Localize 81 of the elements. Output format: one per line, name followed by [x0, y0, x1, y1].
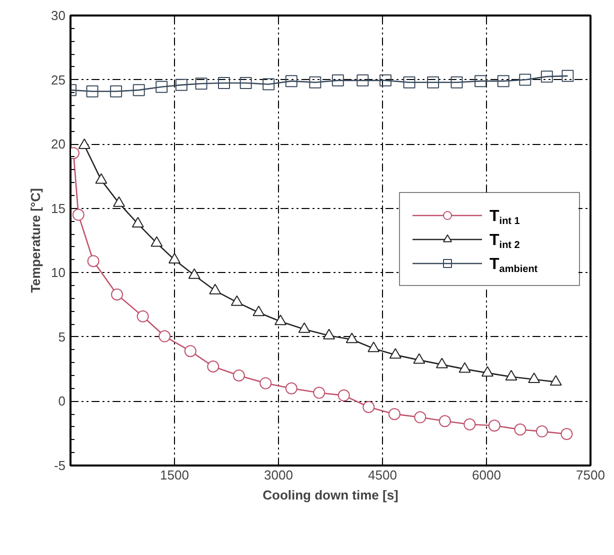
point [528, 372, 540, 384]
point [562, 70, 574, 82]
point [298, 322, 310, 333]
x-axis-title: Cooling down time [s] [262, 488, 398, 502]
point [560, 428, 573, 440]
x-tick-label: 1500 [160, 468, 189, 482]
point [158, 330, 171, 342]
point [274, 314, 287, 326]
point [113, 196, 126, 207]
point [332, 74, 344, 86]
point [540, 70, 553, 83]
point [464, 418, 476, 430]
point [184, 345, 196, 358]
point [403, 76, 416, 88]
point [427, 76, 440, 88]
point [438, 415, 451, 428]
x-tick-label: 3000 [264, 468, 293, 482]
point [132, 84, 145, 96]
point [285, 382, 298, 394]
y-axis-title: Temperature [°C] [28, 188, 44, 293]
point [309, 76, 322, 88]
y-tick-label: 20 [51, 136, 66, 152]
point [450, 76, 463, 88]
point [218, 77, 230, 89]
point [514, 424, 526, 436]
y-tick-label: 15 [51, 200, 66, 216]
point [436, 358, 448, 368]
point [230, 295, 243, 306]
y-tick-label: 5 [58, 329, 66, 344]
point [175, 78, 188, 91]
y-tick-label: -5 [54, 458, 66, 473]
point [362, 401, 375, 413]
point [323, 328, 336, 340]
point [474, 75, 487, 88]
point [72, 208, 84, 221]
point [95, 173, 108, 184]
y-tick-label: 10 [51, 265, 66, 280]
point [168, 252, 180, 264]
point [111, 288, 124, 300]
point [414, 411, 426, 424]
point [346, 332, 358, 344]
x-tick-label: 7500 [576, 468, 605, 482]
point [209, 284, 222, 294]
point [240, 77, 252, 89]
point [338, 389, 350, 402]
point [388, 408, 400, 420]
point [260, 377, 272, 390]
point [252, 306, 265, 316]
point [195, 78, 208, 90]
point [150, 236, 163, 247]
point [132, 216, 144, 228]
point [389, 348, 402, 359]
point [232, 370, 245, 382]
point [505, 370, 518, 380]
point [379, 74, 392, 86]
point [536, 425, 548, 438]
point [87, 255, 100, 268]
x-tick-label: 4500 [368, 468, 397, 482]
point [413, 353, 426, 364]
y-tick-label: 25 [51, 72, 66, 88]
point [488, 420, 500, 432]
point [86, 85, 98, 98]
point [78, 138, 90, 150]
point [481, 366, 494, 377]
point [136, 310, 149, 322]
point [313, 386, 326, 399]
point [519, 74, 532, 86]
point [156, 80, 168, 93]
point [285, 75, 298, 88]
point [110, 85, 122, 98]
point [368, 342, 380, 352]
point [458, 362, 471, 373]
point [188, 268, 200, 279]
point [356, 74, 369, 86]
point [207, 360, 220, 372]
point [262, 78, 275, 90]
point [497, 75, 510, 88]
point [550, 375, 562, 386]
y-tick-label: 0 [58, 394, 66, 409]
y-tick-label: 30 [51, 8, 66, 23]
x-tick-label: 6000 [472, 468, 501, 482]
